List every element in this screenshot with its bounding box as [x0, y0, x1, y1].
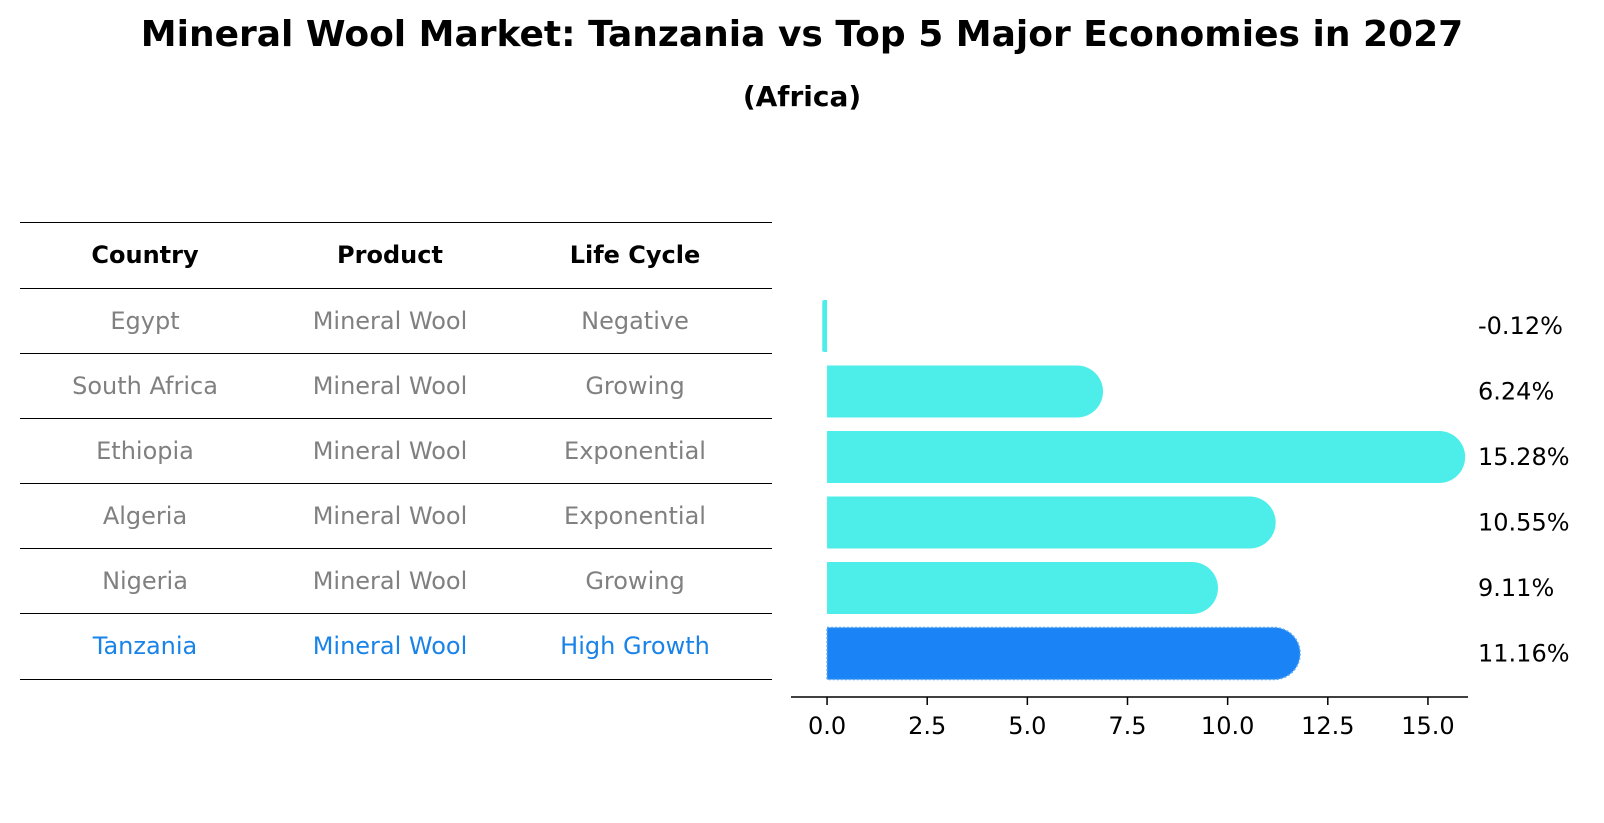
table-rule-bottom: [20, 679, 772, 680]
bar-south-africa: [827, 365, 1104, 418]
table-rule: [20, 483, 772, 484]
row-product: Mineral Wool: [312, 372, 468, 400]
value-label-tanzania: 11.16%: [1478, 640, 1570, 668]
x-tick-label: 2.5: [908, 712, 946, 740]
row-country: South Africa: [72, 372, 218, 400]
table-rule-header: [20, 288, 772, 289]
row-product: Mineral Wool: [312, 437, 468, 465]
row-life-cycle: High Growth: [560, 632, 710, 660]
bar-ethiopia: [827, 431, 1466, 483]
value-label-nigeria: 9.11%: [1478, 574, 1554, 602]
row-country: Nigeria: [102, 567, 188, 595]
bar-tanzania: [826, 626, 1301, 681]
table-rule: [20, 613, 772, 614]
table-rule: [20, 418, 772, 419]
chart-subtitle: (Africa): [742, 80, 862, 113]
row-country: Tanzania: [92, 632, 198, 660]
row-country: Algeria: [102, 502, 188, 530]
x-tick-label: 10.0: [1201, 712, 1254, 740]
value-label-ethiopia: 15.28%: [1478, 443, 1570, 471]
value-label-egypt: -0.12%: [1478, 312, 1563, 340]
x-tick-label: 0.0: [808, 712, 846, 740]
header-country: Country: [91, 241, 199, 269]
row-life-cycle: Negative: [581, 307, 689, 335]
header-life-cycle: Life Cycle: [569, 241, 701, 269]
row-life-cycle: Exponential: [564, 502, 706, 530]
table-rule: [20, 548, 772, 549]
row-product: Mineral Wool: [312, 502, 468, 530]
row-country: Ethiopia: [96, 437, 194, 465]
row-life-cycle: Growing: [585, 567, 685, 595]
header-product: Product: [337, 241, 443, 269]
x-tick-label: 15.0: [1401, 712, 1454, 740]
row-product: Mineral Wool: [312, 307, 468, 335]
value-label-south-africa: 6.24%: [1478, 378, 1554, 406]
row-product: Mineral Wool: [312, 632, 468, 660]
bar-algeria: [827, 496, 1276, 549]
row-life-cycle: Growing: [585, 372, 685, 400]
chart-title: Mineral Wool Market: Tanzania vs Top 5 M…: [140, 14, 1464, 55]
row-life-cycle: Exponential: [564, 437, 706, 465]
table-rule-top: [20, 222, 772, 223]
row-product: Mineral Wool: [312, 567, 468, 595]
row-country: Egypt: [110, 307, 180, 335]
x-tick-label: 5.0: [1008, 712, 1046, 740]
x-tick-label: 7.5: [1108, 712, 1146, 740]
bar-nigeria: [827, 562, 1218, 614]
bar-egypt: [822, 300, 828, 352]
value-label-algeria: 10.55%: [1478, 509, 1570, 537]
table-rule: [20, 353, 772, 354]
x-tick-label: 12.5: [1301, 712, 1354, 740]
